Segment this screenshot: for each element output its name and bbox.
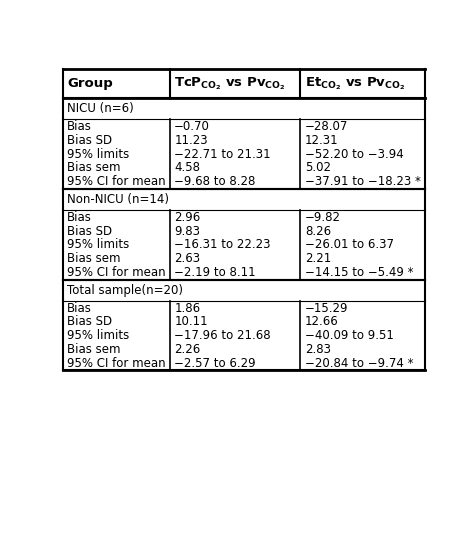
Text: Bias: Bias [67,120,92,133]
Text: −17.96 to 21.68: −17.96 to 21.68 [174,329,271,342]
Text: Non-NICU (n=14): Non-NICU (n=14) [67,193,169,206]
Text: 11.23: 11.23 [174,134,208,147]
Text: 2.21: 2.21 [305,252,331,265]
Text: 95% CI for mean: 95% CI for mean [67,266,166,279]
Text: Group: Group [67,77,113,90]
Text: 95% CI for mean: 95% CI for mean [67,357,166,370]
Text: Total sample(n=20): Total sample(n=20) [67,284,183,297]
Text: Bias sem: Bias sem [67,252,121,265]
Text: 95% CI for mean: 95% CI for mean [67,175,166,188]
Text: −2.19 to 8.11: −2.19 to 8.11 [174,266,256,279]
Text: Bias sem: Bias sem [67,162,121,174]
Text: −9.82: −9.82 [305,211,341,224]
Text: Bias SD: Bias SD [67,134,112,147]
Text: 95% limits: 95% limits [67,239,129,251]
Text: 12.31: 12.31 [305,134,338,147]
Text: Et$_{\mathbf{CO_2}}$ vs Pv$_{\mathbf{CO_2}}$: Et$_{\mathbf{CO_2}}$ vs Pv$_{\mathbf{CO_… [305,75,405,92]
Text: Bias: Bias [67,211,92,224]
Text: 2.83: 2.83 [305,343,331,356]
Text: −40.09 to 9.51: −40.09 to 9.51 [305,329,394,342]
Text: 2.96: 2.96 [174,211,200,224]
Text: 2.26: 2.26 [174,343,200,356]
Text: −14.15 to −5.49 *: −14.15 to −5.49 * [305,266,413,279]
Text: −9.68 to 8.28: −9.68 to 8.28 [174,175,256,188]
Text: 1.86: 1.86 [174,301,200,314]
Text: −16.31 to 22.23: −16.31 to 22.23 [174,239,271,251]
Text: Bias sem: Bias sem [67,343,121,356]
Text: −52.20 to −3.94: −52.20 to −3.94 [305,147,404,161]
Text: 95% limits: 95% limits [67,147,129,161]
Text: −2.57 to 6.29: −2.57 to 6.29 [174,357,256,370]
Text: 10.11: 10.11 [174,316,208,329]
Text: 8.26: 8.26 [305,224,331,238]
Text: −20.84 to −9.74 *: −20.84 to −9.74 * [305,357,413,370]
Text: Bias: Bias [67,301,92,314]
Text: 12.66: 12.66 [305,316,338,329]
Text: 5.02: 5.02 [305,162,331,174]
Text: −0.70: −0.70 [174,120,210,133]
Text: −15.29: −15.29 [305,301,348,314]
Text: 4.58: 4.58 [174,162,200,174]
Text: 95% limits: 95% limits [67,329,129,342]
Text: −26.01 to 6.37: −26.01 to 6.37 [305,239,394,251]
Text: 9.83: 9.83 [174,224,200,238]
Text: NICU (n=6): NICU (n=6) [67,102,134,115]
Text: −37.91 to −18.23 *: −37.91 to −18.23 * [305,175,421,188]
Text: −22.71 to 21.31: −22.71 to 21.31 [174,147,271,161]
Text: 2.63: 2.63 [174,252,200,265]
Text: Bias SD: Bias SD [67,316,112,329]
Text: TcP$_{\mathbf{CO_2}}$ vs Pv$_{\mathbf{CO_2}}$: TcP$_{\mathbf{CO_2}}$ vs Pv$_{\mathbf{CO… [174,75,286,92]
Text: Bias SD: Bias SD [67,224,112,238]
Text: −28.07: −28.07 [305,120,348,133]
